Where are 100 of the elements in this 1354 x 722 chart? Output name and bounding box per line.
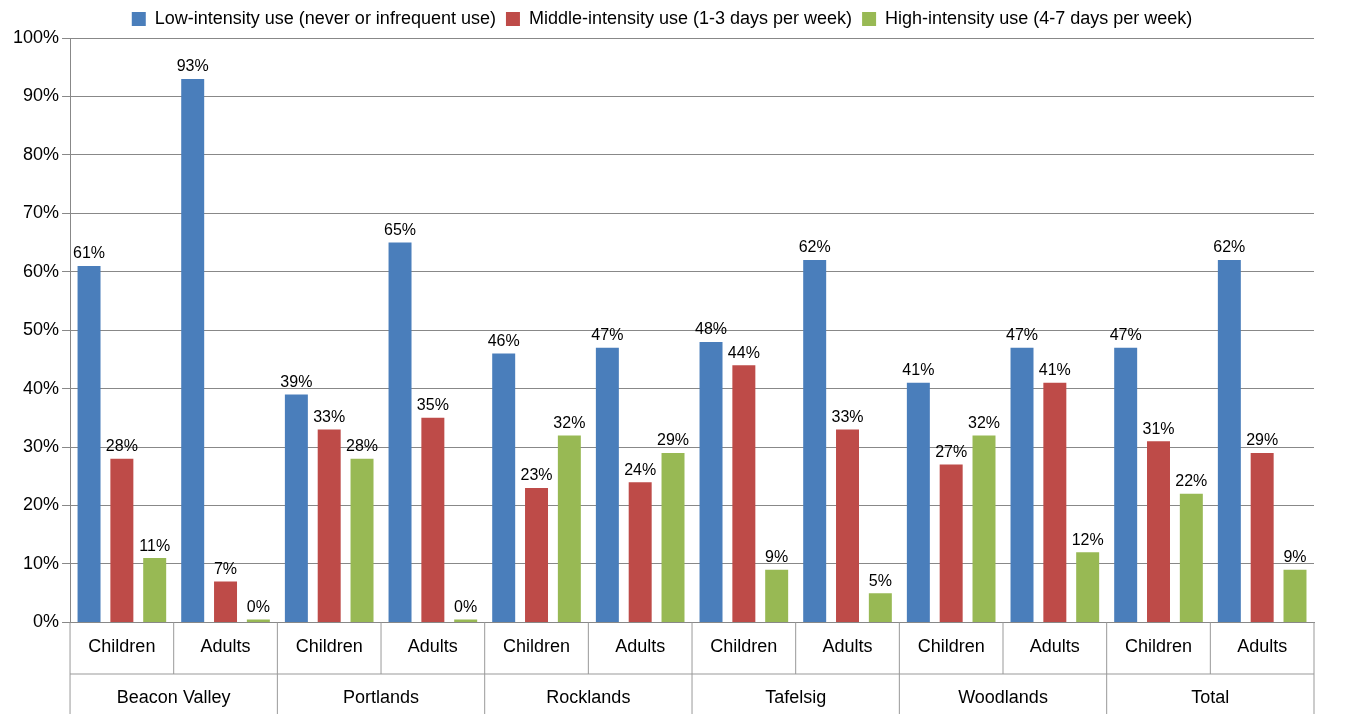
y-tick-label: 70% — [23, 202, 60, 223]
x-tick-label: Children — [917, 636, 985, 657]
bar — [765, 569, 789, 622]
x-tick-label: Children — [503, 636, 571, 657]
bar — [1250, 452, 1274, 622]
data-label: 93% — [176, 57, 209, 75]
x-tick-label: Children — [295, 636, 363, 657]
bar — [1147, 441, 1170, 622]
data-label: 39% — [280, 372, 313, 390]
x-tick-label: Adults — [407, 636, 458, 657]
data-label: 24% — [624, 460, 657, 478]
y-tick-label: 20% — [23, 494, 60, 515]
bar — [350, 458, 374, 622]
bar — [699, 341, 723, 622]
data-label: 11% — [139, 536, 171, 554]
y-tick-label: 80% — [23, 143, 60, 164]
bar — [214, 581, 238, 622]
data-label: 31% — [1142, 419, 1175, 437]
data-label: 41% — [1038, 361, 1071, 379]
text: Tafelsig — [765, 686, 827, 707]
y-tick-label: 10% — [23, 552, 60, 573]
data-label: 9% — [765, 548, 789, 566]
y-tick-label: 40% — [23, 377, 60, 398]
bar — [732, 365, 756, 622]
bar — [557, 435, 581, 622]
bar — [143, 558, 167, 622]
data-label: 27% — [935, 443, 968, 461]
data-label: 5% — [868, 571, 892, 589]
bar — [661, 452, 685, 622]
text: Portlands — [343, 686, 420, 707]
bar — [906, 382, 930, 622]
data-label: 61% — [73, 244, 106, 262]
data-label: 33% — [313, 407, 346, 425]
data-label: 29% — [657, 431, 690, 449]
bar — [388, 242, 412, 622]
data-label: 0% — [246, 597, 270, 615]
y-tick-label: 30% — [23, 436, 60, 457]
text: Beacon Valley — [116, 686, 231, 707]
data-label: 41% — [902, 361, 935, 379]
data-label: 47% — [1006, 326, 1039, 344]
x-tick-label: Adults — [615, 636, 666, 657]
data-label: 44% — [727, 343, 760, 361]
x-tick-label: Children — [710, 636, 778, 657]
data-label: 62% — [1213, 238, 1246, 256]
y-tick-label: 0% — [33, 611, 60, 632]
y-tick-label: 60% — [23, 260, 60, 281]
bar — [868, 593, 892, 622]
data-label: 47% — [1109, 326, 1142, 344]
bar — [836, 429, 859, 622]
bar — [421, 417, 445, 622]
data-label: 28% — [346, 437, 379, 455]
bar — [110, 458, 134, 622]
bar — [1114, 347, 1138, 622]
y-tick-label: 90% — [23, 85, 60, 106]
x-tick-label: Children — [1124, 636, 1193, 657]
data-label: 62% — [798, 238, 831, 256]
text: Woodlands — [958, 686, 1048, 707]
bar — [1043, 382, 1067, 622]
bar — [1283, 569, 1307, 622]
x-tick-label: Children — [88, 636, 156, 657]
data-label: 0% — [454, 597, 478, 615]
data-label: 9% — [1283, 548, 1307, 566]
data-label: 7% — [213, 559, 238, 577]
bar — [972, 435, 996, 622]
bar — [1076, 552, 1100, 622]
bar — [939, 464, 963, 622]
legend-label: Middle-intensity use (1-3 days per week) — [528, 7, 853, 28]
x-tick-label: Adults — [822, 636, 873, 657]
data-label: 12% — [1071, 530, 1104, 548]
bar — [628, 482, 652, 622]
data-label: 22% — [1175, 472, 1208, 490]
data-label: 29% — [1246, 431, 1279, 449]
bar — [595, 347, 619, 622]
bar — [77, 265, 101, 622]
x-tick-label: Adults — [1237, 636, 1288, 657]
data-label: 47% — [591, 326, 624, 344]
bar — [1179, 493, 1203, 622]
legend-label: Low-intensity use (never or infrequent use) — [154, 7, 496, 28]
y-tick-label: 100% — [12, 26, 60, 47]
bar — [492, 353, 516, 622]
bar — [1217, 260, 1241, 622]
x-tick-label: Adults — [1029, 636, 1080, 657]
bar — [525, 487, 549, 622]
text: Rocklands — [546, 686, 631, 707]
data-label: 23% — [520, 466, 553, 484]
text: Total — [1191, 686, 1230, 707]
data-label: 33% — [831, 407, 864, 425]
data-label: 32% — [553, 413, 586, 431]
bar — [181, 78, 205, 622]
legend-label: High-intensity use (4-7 days per week) — [885, 7, 1193, 28]
data-label: 32% — [967, 413, 1001, 431]
data-label: 65% — [384, 220, 417, 238]
data-label: 48% — [695, 320, 728, 338]
bar — [284, 394, 308, 622]
bar — [1010, 347, 1034, 622]
x-tick-label: Adults — [200, 636, 251, 657]
data-label: 35% — [416, 396, 449, 414]
bar — [317, 429, 341, 622]
data-label: 46% — [487, 331, 520, 349]
bar — [803, 260, 827, 622]
